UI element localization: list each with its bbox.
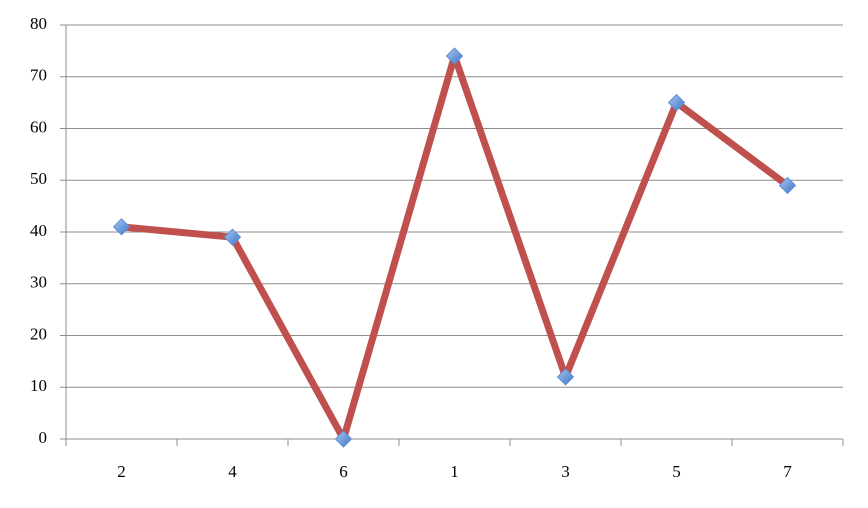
x-tick-label: 1 [450,462,459,481]
y-tick-label: 60 [30,117,47,136]
y-tick-label: 20 [30,324,47,343]
line [121,52,790,443]
marker [445,47,464,65]
y-tick-label: 30 [30,273,47,292]
x-tick-label: 3 [561,462,570,481]
y-tick-label: 70 [30,66,47,85]
marker [556,368,575,386]
marker [667,93,686,112]
y-tick-label: 50 [30,169,47,188]
marker [778,176,797,195]
x-tick-label: 2 [117,462,126,481]
x-tick-label: 7 [783,462,792,481]
y-tick-label: 0 [39,428,48,447]
y-tick-label: 10 [30,376,47,395]
marker [334,430,353,448]
marker [223,228,242,246]
x-tick-label: 6 [339,462,348,481]
x-tick-label: 5 [672,462,681,481]
y-tick-label: 80 [30,14,47,33]
x-tick-label: 4 [228,462,237,481]
y-tick-label: 40 [30,221,47,240]
marker [112,218,131,236]
